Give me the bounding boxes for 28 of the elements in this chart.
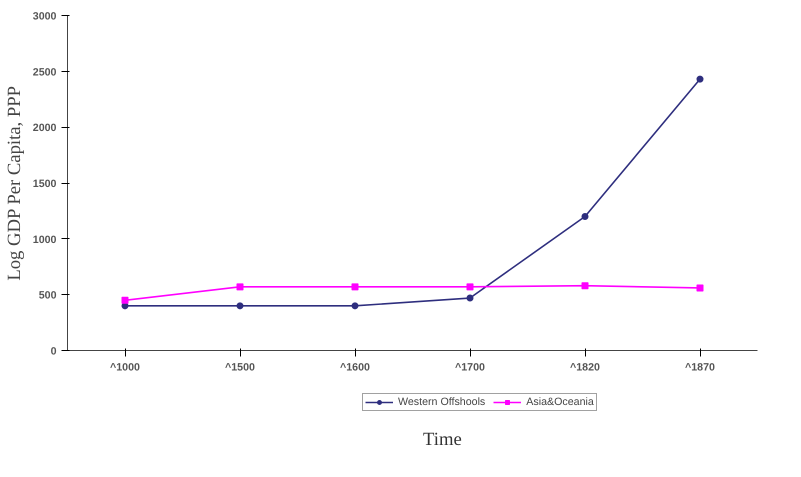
x-tick-label: ^1870 [685,362,716,374]
point [582,282,588,290]
point [466,283,474,290]
y-tick-label: 1000 [32,234,57,246]
point [236,302,244,310]
y-tick-label: 500 [38,290,57,302]
point [122,296,128,304]
legend-label: Asia&Oceania [526,396,594,408]
x-tick-label: ^1700 [455,362,486,374]
point [696,284,704,292]
point [466,294,474,302]
legend-label: Western Offshools [398,396,486,408]
x-tick-label: ^1500 [225,362,256,374]
y-axis-title: Log GDP Per Capita, PPP [4,86,25,281]
x-tick-label: ^1820 [570,362,600,374]
y-tick-label: 3000 [32,10,57,22]
x-axis-title: Time [423,429,462,450]
x-tick-label: ^1000 [110,362,140,374]
y-tick-label: 2000 [32,122,57,134]
y-tick-label: 1500 [32,178,57,190]
point [582,213,588,220]
point [236,283,244,290]
y-tick-label: 0 [50,346,57,358]
point [696,76,704,83]
x-tick-label: ^1600 [340,362,370,374]
point [352,302,358,310]
point [352,283,358,290]
y-tick-label: 2500 [32,66,57,78]
